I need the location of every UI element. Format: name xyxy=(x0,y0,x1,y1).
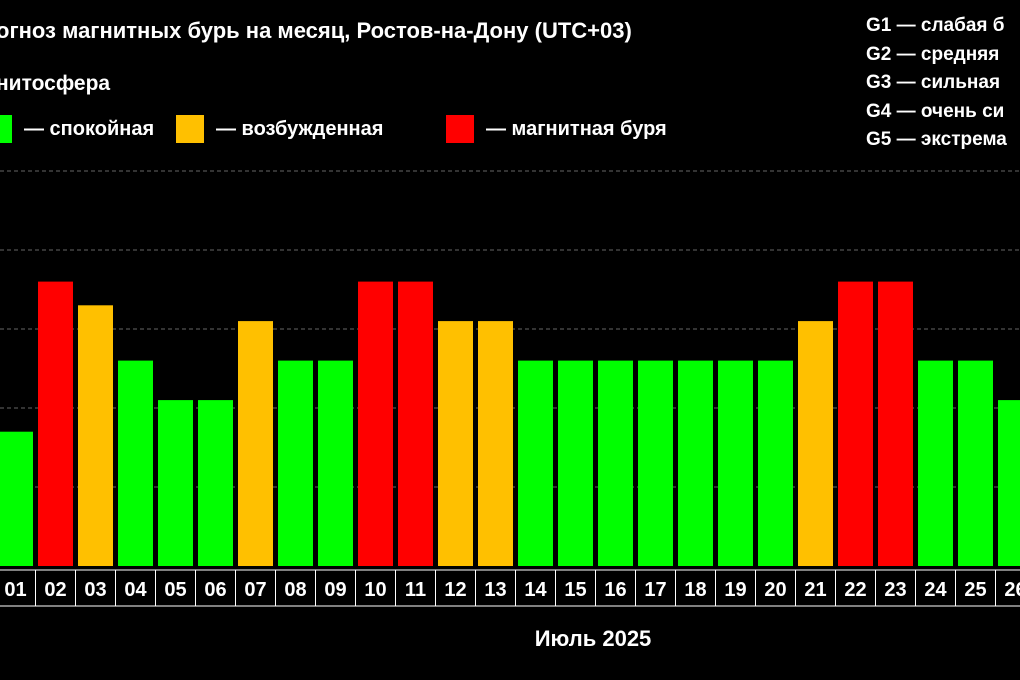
x-tick-label: 04 xyxy=(124,579,147,601)
bar-01 xyxy=(0,431,33,566)
x-tick-label: 06 xyxy=(204,579,226,601)
legend-label-storm: — магнитная буря xyxy=(486,117,667,140)
x-tick-label: 20 xyxy=(764,579,786,601)
x-tick-label: 22 xyxy=(844,579,866,601)
x-tick-label: 19 xyxy=(724,579,746,601)
bar-04 xyxy=(118,360,153,566)
x-tick-label: 07 xyxy=(244,579,266,601)
bar-13 xyxy=(478,321,513,566)
x-tick-label: 18 xyxy=(684,579,706,601)
x-tick-label: 05 xyxy=(164,579,186,601)
legend-item-calm: — спокойная xyxy=(0,115,154,143)
bar-14 xyxy=(518,360,553,566)
bar-26 xyxy=(998,400,1020,566)
bar-15 xyxy=(558,360,593,566)
x-tick-label: 02 xyxy=(44,579,66,601)
legend-label-excited: — возбужденная xyxy=(216,117,384,140)
x-tick-label: 24 xyxy=(924,579,947,601)
bar-08 xyxy=(278,360,313,566)
storm-level-g1: G1 — слабая б xyxy=(866,15,1005,36)
bar-06 xyxy=(198,400,233,566)
x-tick-label: 11 xyxy=(405,579,426,601)
bar-10 xyxy=(358,281,393,566)
x-tick-label: 16 xyxy=(604,579,626,601)
x-axis-label: Июль 2025 xyxy=(534,626,652,651)
x-tick-label: 25 xyxy=(964,579,986,601)
x-tick-label: 03 xyxy=(84,579,106,601)
bar-20 xyxy=(758,360,793,566)
chart-title: огноз магнитных бурь на месяц, Ростов-на… xyxy=(0,18,632,43)
x-tick-label: 17 xyxy=(644,579,666,601)
bar-17 xyxy=(638,360,673,566)
bar-11 xyxy=(398,281,433,566)
x-tick-label: 14 xyxy=(524,579,547,601)
x-tick-label: 15 xyxy=(564,579,586,601)
bar-25 xyxy=(958,360,993,566)
legend-label-calm: — спокойная xyxy=(24,117,155,140)
bar-07 xyxy=(238,321,273,566)
bar-19 xyxy=(718,360,753,566)
x-tick-label: 13 xyxy=(484,579,506,601)
bar-02 xyxy=(38,281,73,566)
storm-level-g4: G4 — очень си xyxy=(866,100,1005,122)
legend-swatch-storm xyxy=(446,115,474,143)
bar-09 xyxy=(318,360,353,566)
storm-level-g2: G2 — средняя xyxy=(866,43,1000,65)
bar-03 xyxy=(78,305,113,566)
legend-item-excited: — возбужденная xyxy=(176,115,383,143)
bar-18 xyxy=(678,360,713,566)
storm-level-g3: G3 — сильная xyxy=(866,72,1001,93)
x-tick-label: 08 xyxy=(284,579,306,601)
bar-05 xyxy=(158,400,193,566)
bar-22 xyxy=(838,281,873,566)
x-tick-label: 23 xyxy=(884,579,906,601)
x-tick-label: 01 xyxy=(4,579,26,601)
storm-level-g5: G5 — экстрема xyxy=(866,129,1007,150)
x-tick-label: 10 xyxy=(364,579,386,601)
legend-swatch-calm xyxy=(0,115,12,143)
x-tick-label: 21 xyxy=(804,579,826,601)
bar-12 xyxy=(438,321,473,566)
bar-16 xyxy=(598,360,633,566)
bar-24 xyxy=(918,360,953,566)
bar-21 xyxy=(798,321,833,566)
bar-23 xyxy=(878,281,913,566)
legend-item-storm: — магнитная буря xyxy=(446,115,667,143)
chart-subtitle: нитосфера xyxy=(0,72,111,95)
x-tick-label: 12 xyxy=(444,579,466,601)
legend-swatch-excited xyxy=(176,115,204,143)
storm-level-legend: G1 — слабая б G2 — средняя G3 — сильная … xyxy=(866,12,1007,155)
x-tick-label: 26 xyxy=(1004,579,1020,601)
x-tick-label: 09 xyxy=(324,579,346,601)
